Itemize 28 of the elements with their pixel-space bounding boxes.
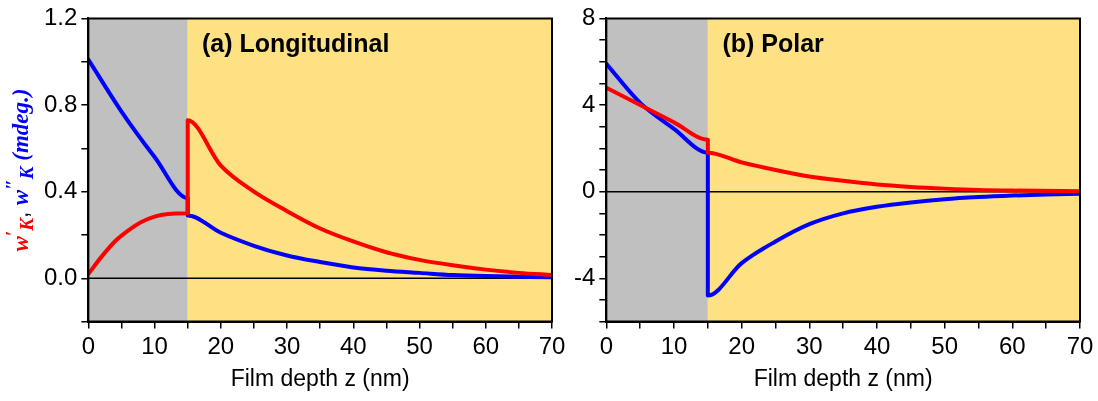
x-axis-title: Film depth z (nm) — [753, 364, 933, 391]
x-tick-label: 50 — [931, 331, 959, 359]
x-tick-label: 0 — [81, 331, 96, 359]
x-tick-label: 10 — [141, 331, 168, 359]
chart-title: (b) Polar — [722, 28, 825, 57]
x-axis-title: Film depth z (nm) — [230, 364, 410, 391]
x-tick-label: 60 — [998, 331, 1026, 359]
y-tick-label: 0.0 — [43, 262, 78, 290]
x-tick-label: 70 — [538, 331, 566, 359]
x-tick-label: 30 — [795, 331, 823, 359]
x-tick-label: 0 — [599, 331, 614, 359]
y-tick-label: 8 — [581, 3, 596, 31]
x-tick-label: 30 — [273, 331, 301, 359]
y-tick-label: 1.2 — [43, 3, 78, 31]
y-tick-label: 4 — [581, 89, 596, 117]
x-tick-label: 50 — [406, 331, 433, 359]
y-tick-label: 0 — [581, 176, 596, 204]
y-tick-label: 0.8 — [43, 89, 78, 117]
x-tick-label: 20 — [728, 331, 756, 359]
y-tick-label: 0.4 — [43, 176, 78, 204]
y-tick-label: -4 — [574, 262, 596, 290]
x-tick-label: 60 — [472, 331, 500, 359]
x-tick-label: 40 — [863, 331, 891, 359]
x-tick-label: 20 — [207, 331, 235, 359]
x-tick-label: 10 — [660, 331, 688, 359]
x-tick-label: 70 — [1066, 331, 1094, 359]
x-tick-label: 40 — [339, 331, 367, 359]
chart-title: (a) Longitudinal — [201, 28, 390, 57]
